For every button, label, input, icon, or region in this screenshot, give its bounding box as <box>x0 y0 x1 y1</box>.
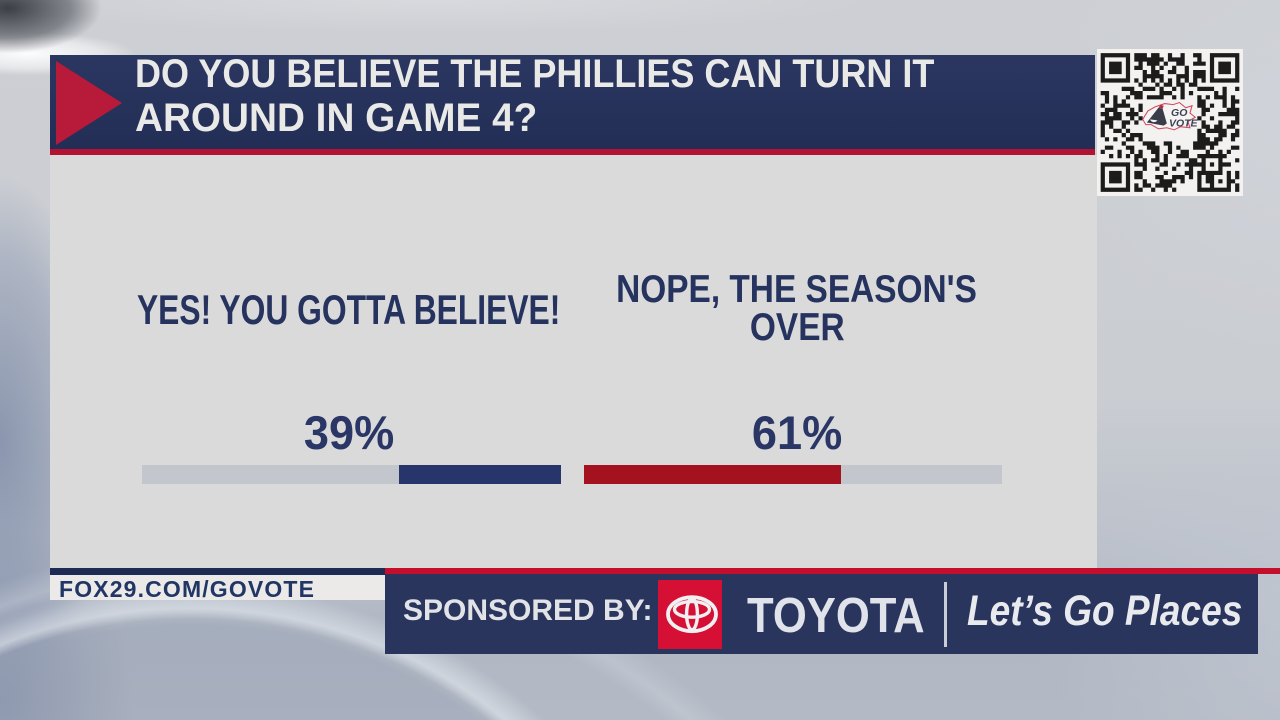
svg-text:GO: GO <box>1171 107 1187 119</box>
svg-text:VOTE: VOTE <box>1169 118 1199 130</box>
